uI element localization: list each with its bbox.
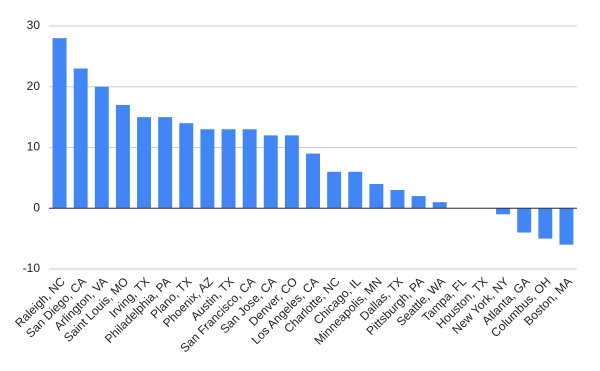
bar [221,129,236,209]
bar [73,68,88,209]
y-tick-label: 0 [33,200,40,214]
y-tick-label: 20 [27,79,41,93]
bar [390,190,405,209]
bar [517,208,532,233]
bar [94,86,109,209]
bar [52,38,67,209]
bar [538,208,553,239]
y-tick-label: 30 [27,18,41,32]
bar [158,117,173,209]
bar [496,208,511,215]
bar [432,202,447,209]
bar [263,135,278,209]
bar [348,171,363,209]
bar [559,208,574,245]
bar [242,129,257,209]
y-tick-label: -10 [23,261,41,275]
bar [306,153,320,209]
bar [137,117,152,209]
bar [327,171,342,209]
bar [115,104,130,209]
y-tick-label: 10 [27,140,41,154]
bar [369,183,384,209]
bar [179,123,194,209]
bar [284,135,299,209]
bar [411,196,426,209]
bar [200,129,215,209]
